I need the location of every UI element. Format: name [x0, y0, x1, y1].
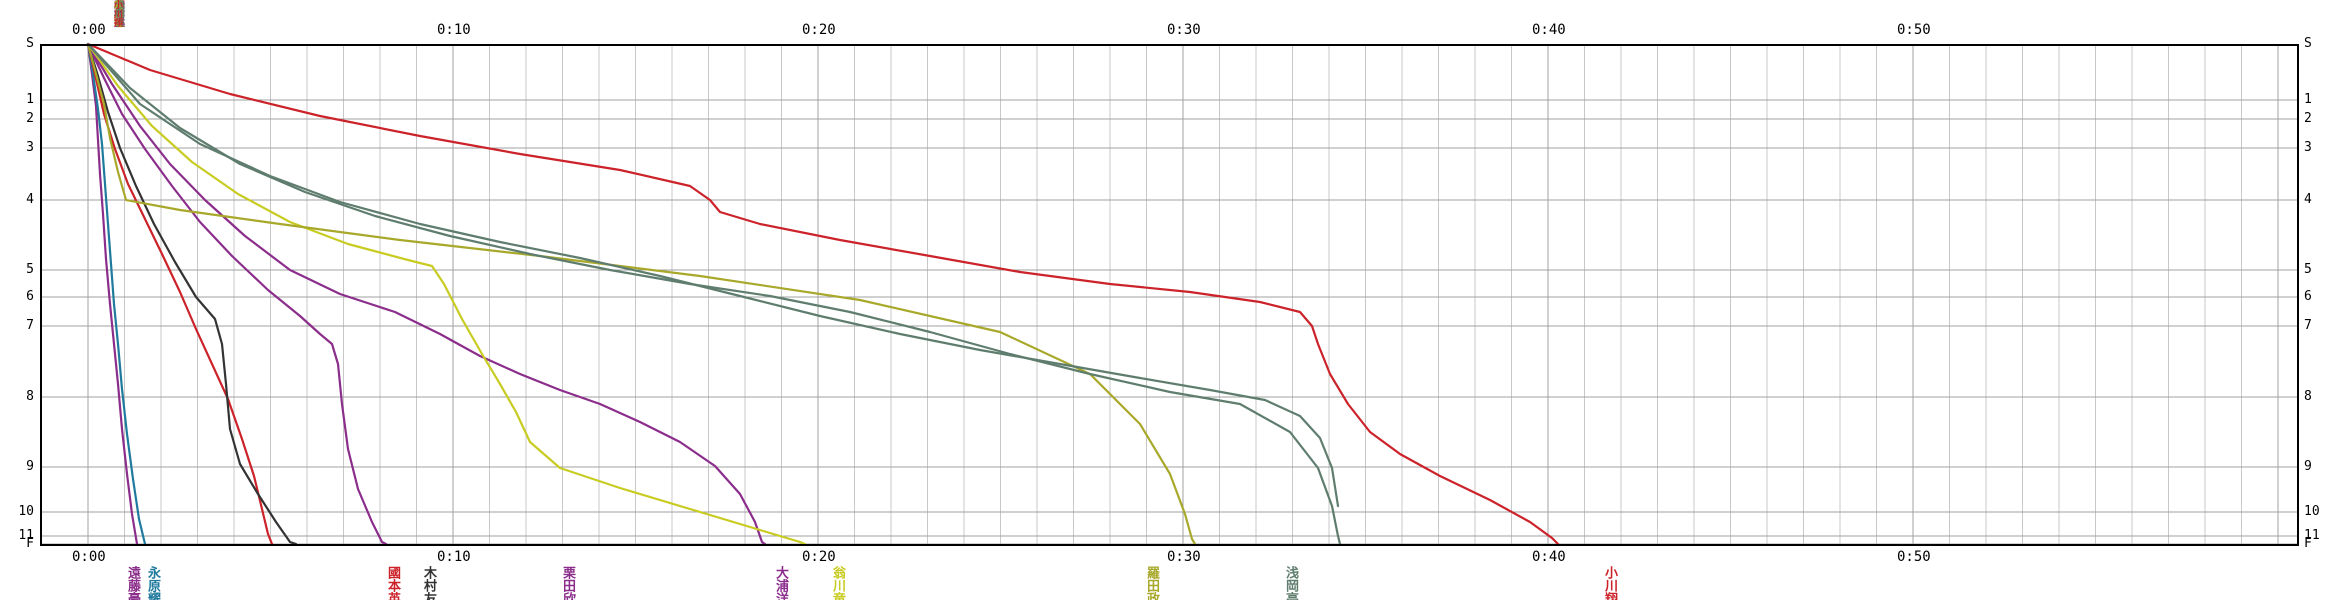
x-axis-tick-top: 0:00 [72, 22, 106, 38]
y-axis-tick-left: 11 [18, 528, 34, 543]
y-axis-tick-right: 2 [2304, 111, 2312, 126]
y-axis-tick-left: 9 [26, 459, 34, 474]
x-axis-tick-top: 0:30 [1167, 22, 1201, 38]
start-name-label: 國本英 [114, 0, 124, 27]
finisher-name-label: 小川翔 [1602, 566, 1617, 600]
finisher-name-label: 木村友 [421, 566, 436, 600]
y-axis-tick-left: 1 [26, 92, 34, 107]
y-axis-tick-left: 6 [26, 289, 34, 304]
start-name-label: 永原耀 [113, 0, 123, 27]
x-axis-tick-bottom: 0:40 [1532, 549, 1566, 565]
series-line [86, 42, 1340, 508]
plot-area [40, 42, 2299, 546]
y-axis-tick-right: 7 [2304, 318, 2312, 333]
y-axis-tick-left: 10 [18, 504, 34, 519]
series-line [86, 42, 1560, 546]
y-axis-tick-right: 11 [2304, 528, 2320, 543]
x-axis-tick-bottom: 0:50 [1897, 549, 1931, 565]
series-line [86, 42, 1342, 546]
series-line [86, 42, 1197, 546]
series-line [86, 42, 298, 546]
y-axis-tick-left: 2 [26, 111, 34, 126]
start-name-label: 遠藤豪 [112, 0, 122, 27]
y-axis-tick-left: S [26, 36, 34, 51]
y-axis-tick-right: F [2304, 536, 2312, 551]
start-name-label: 羅田政 [113, 0, 123, 27]
series-lines [86, 42, 1560, 546]
start-name-label: 木村友 [112, 0, 122, 27]
y-axis-tick-right: 3 [2304, 140, 2312, 155]
start-name-label: 栗田欣 [113, 0, 123, 27]
y-axis-tick-right: 6 [2304, 289, 2312, 304]
y-axis-tick-left: 3 [26, 140, 34, 155]
start-name-label: 翁川竜 [112, 0, 122, 27]
x-axis-tick-top: 0:40 [1532, 22, 1566, 38]
grid-lines [40, 44, 2299, 546]
y-axis-tick-right: 9 [2304, 459, 2312, 474]
x-axis-tick-bottom: 0:20 [802, 549, 836, 565]
start-name-label: 小川翔 [112, 0, 122, 27]
x-axis-tick-bottom: 0:30 [1167, 549, 1201, 565]
finisher-name-label: 遠藤豪 [125, 566, 140, 600]
x-axis-tick-bottom: 0:10 [437, 549, 471, 565]
x-axis-tick-top: 0:10 [437, 22, 471, 38]
y-axis-tick-right: 1 [2304, 92, 2312, 107]
y-axis-tick-right: 5 [2304, 262, 2312, 277]
series-line [86, 42, 767, 546]
y-axis-tick-left: 7 [26, 318, 34, 333]
finisher-name-label: 永原耀 [145, 566, 160, 600]
finisher-name-label: 羅田政 [1144, 566, 1159, 600]
y-axis-tick-left: 5 [26, 262, 34, 277]
series-line [86, 42, 139, 546]
finisher-name-label: 浅岡亮 [1283, 566, 1298, 600]
y-axis-tick-left: 8 [26, 389, 34, 404]
series-line [86, 42, 147, 546]
y-axis-tick-right: 8 [2304, 389, 2312, 404]
y-axis-tick-left: 4 [26, 192, 34, 207]
start-name-label: 浅岡亮 [114, 0, 124, 27]
x-axis-tick-bottom: 0:00 [72, 549, 106, 565]
series-line [86, 42, 274, 546]
finisher-name-label: 翁川竜 [830, 566, 845, 600]
x-axis-tick-top: 0:20 [802, 22, 836, 38]
series-line [86, 42, 388, 546]
y-axis-tick-right: 4 [2304, 192, 2312, 207]
y-axis-tick-right: S [2304, 36, 2312, 51]
series-line [86, 42, 807, 546]
y-axis-tick-left: F [26, 536, 34, 551]
finisher-name-label: 國本英 [385, 566, 400, 600]
start-name-label: 大浦洋 [114, 0, 124, 27]
finisher-name-label: 栗田欣 [560, 566, 575, 600]
x-axis-tick-top: 0:50 [1897, 22, 1931, 38]
y-axis-tick-right: 10 [2304, 504, 2320, 519]
start-label-stack: 遠藤豪 永原耀 國本英 木村友 栗田欣 大浦洋 翁川竜 羅田政 浅岡亮 小川翔 [112, 0, 134, 30]
finisher-name-label: 大浦洋 [773, 566, 788, 600]
